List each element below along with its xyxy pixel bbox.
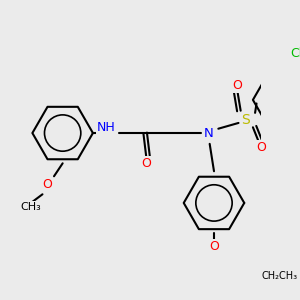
Text: NH: NH xyxy=(97,121,115,134)
Text: O: O xyxy=(141,157,151,170)
Text: CH₃: CH₃ xyxy=(21,202,41,212)
Text: O: O xyxy=(256,141,266,154)
Text: O: O xyxy=(42,178,52,191)
Text: CH₂CH₃: CH₂CH₃ xyxy=(262,272,298,281)
Text: O: O xyxy=(209,240,219,253)
Text: O: O xyxy=(232,79,242,92)
Text: N: N xyxy=(203,127,213,140)
Text: S: S xyxy=(241,113,250,127)
Text: Cl: Cl xyxy=(290,47,300,60)
